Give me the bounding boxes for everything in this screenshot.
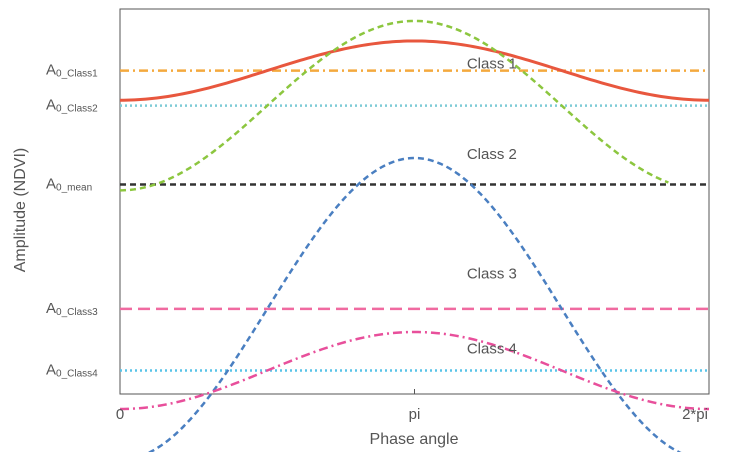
- series-line-class-3: [133, 156, 696, 457]
- y-label-a0-class2: A0_Class2: [46, 97, 98, 115]
- series-label-class-4: Class 4: [467, 341, 517, 358]
- series-line-class-4: [119, 330, 710, 411]
- x-tick-label-1: pi: [409, 406, 421, 423]
- x-axis-ticks: 0 pi 2*pi: [116, 389, 710, 423]
- x-tick-label-0: 0: [116, 406, 124, 423]
- y-label-a0-mean: A0_mean: [46, 176, 92, 194]
- x-tick-label-2: 2*pi: [682, 406, 708, 423]
- y-axis-labels: A0_Class1 A0_Class2 A0_mean A0_Class3 A0_Cla…: [46, 62, 98, 380]
- x-axis-title: Phase angle: [370, 431, 459, 448]
- series-label-class-3: Class 3: [467, 266, 517, 283]
- plot-frame: [119, 8, 710, 395]
- y-label-a0-class1: A0_Class1: [46, 62, 98, 80]
- series-labels: Class 1 Class 2 Class 3 Class 4: [467, 56, 517, 358]
- y-axis-title: Amplitude (NDVI): [12, 148, 29, 272]
- series-label-class-2: Class 2: [467, 146, 517, 163]
- series-lines: [119, 19, 710, 457]
- y-label-a0-class3: A0_Class3: [46, 300, 98, 318]
- series-label-class-1: Class 1: [467, 56, 517, 73]
- series-line-class-2: [119, 19, 669, 192]
- y-label-a0-class4: A0_Class4: [46, 362, 98, 380]
- series-line-class-1: [119, 39, 710, 102]
